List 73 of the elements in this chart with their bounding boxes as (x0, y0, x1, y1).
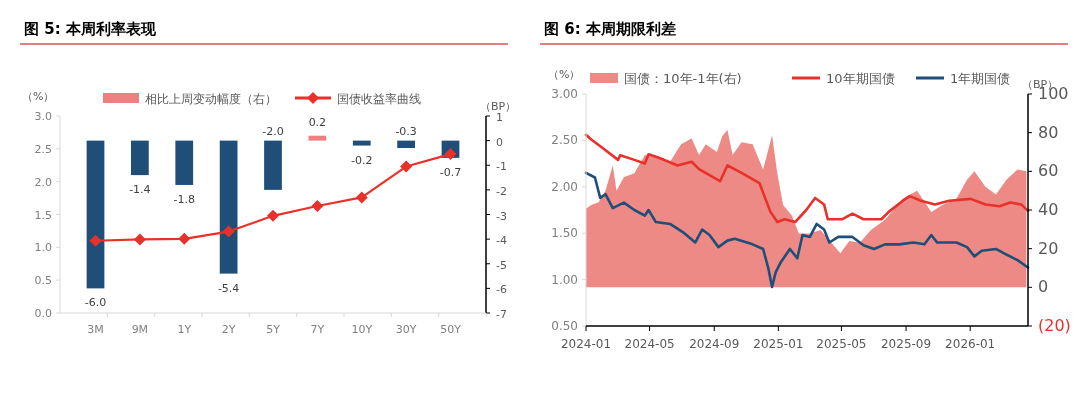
x-tick-label: 2025-09 (881, 337, 932, 351)
y-tick-label: 3.0 (34, 110, 52, 123)
chart-title: 图 6: 本周期限利差 (544, 20, 676, 38)
data-label: 0.2 (308, 115, 327, 129)
y2-tick-label: -1 (496, 160, 507, 174)
y-tick-label: 1.0 (34, 241, 52, 255)
x-tick-label: 2026-01 (945, 337, 996, 351)
y2-tick-label: 0 (1038, 277, 1049, 297)
chart-title: 图 5: 本周利率表现 (24, 20, 157, 38)
point (133, 233, 146, 246)
x-tick-label: 2024-01 (560, 337, 612, 351)
y2-tick-label: -6 (496, 283, 507, 297)
data-label: -0.2 (351, 153, 373, 167)
y-tick-label: 1.5 (34, 208, 52, 222)
point (400, 160, 413, 173)
y2-tick-label: -2 (496, 184, 507, 198)
legend-label: 10年期国债 (826, 71, 895, 86)
point (178, 232, 191, 245)
point (222, 225, 235, 238)
y2-tick-label: -7 (496, 308, 507, 321)
y2-tick-label: 1 (496, 111, 503, 124)
x-tick-label: 30Y (395, 323, 417, 336)
point (267, 209, 279, 222)
y-tick-label: 2.00 (551, 179, 578, 194)
y2-tick-label: 40 (1038, 200, 1059, 219)
point (311, 199, 324, 212)
x-tick-label: 10Y (351, 323, 373, 336)
x-tick-label: 7Y (310, 323, 325, 336)
y-tick-label: 1.00 (551, 272, 578, 287)
y-tick-label: 2.0 (34, 175, 52, 189)
x-tick-label: 2025-01 (753, 337, 804, 351)
x-tick-label: 3M (87, 323, 104, 336)
y-axis-title: （%） (548, 68, 581, 81)
y-tick-label: 0.0 (34, 307, 52, 320)
y-axis-title: （%） (22, 90, 55, 103)
x-tick-label: 9M (131, 323, 149, 336)
y-tick-label: 2.5 (34, 142, 52, 156)
y2-tick-label: -5 (496, 258, 507, 272)
data-label: -1.4 (129, 183, 151, 197)
y2-tick-label: (20) (1038, 316, 1071, 335)
point (355, 191, 368, 204)
point (89, 234, 102, 247)
y-tick-label: 2.50 (551, 133, 578, 148)
data-label: -0.3 (395, 124, 417, 138)
x-tick-label: 50Y (440, 323, 462, 336)
y2-axis-title: （BP） (480, 100, 517, 113)
x-tick-label: 2Y (221, 323, 236, 336)
x-tick-label: 1Y (177, 323, 192, 336)
x-tick-label: 2025-05 (816, 337, 867, 351)
x-tick-label: 2024-09 (689, 337, 740, 351)
line-series (584, 133, 1030, 224)
x-tick-label: 2024-05 (624, 337, 675, 351)
y2-tick-label: 0 (496, 135, 503, 149)
y2-tick-label: 60 (1038, 161, 1059, 181)
data-label: -1.8 (173, 192, 195, 206)
data-label: -6.0 (84, 296, 107, 310)
y-tick-label: 0.50 (551, 319, 578, 333)
y2-tick-label: 80 (1038, 122, 1059, 142)
y-tick-label: 3.00 (551, 87, 578, 101)
y-tick-label: 1.50 (551, 226, 578, 241)
legend-label: 相比上周变动幅度（右） (145, 92, 277, 106)
legend-label: 国债收益率曲线 (337, 92, 421, 106)
y2-tick-label: -3 (496, 209, 507, 223)
data-label: -0.7 (439, 165, 462, 179)
data-label: -2.0 (262, 124, 284, 138)
x-tick-label: 5Y (266, 323, 281, 336)
y-tick-label: 0.5 (34, 274, 52, 288)
line-series (584, 171, 1030, 289)
y2-tick-label: 20 (1038, 238, 1059, 258)
legend-label: 国债：10年-1年(右) (624, 71, 742, 86)
legend-label: 1年期国债 (950, 71, 1011, 86)
data-label: -5.4 (217, 281, 240, 295)
y2-tick-label: -4 (496, 234, 507, 248)
